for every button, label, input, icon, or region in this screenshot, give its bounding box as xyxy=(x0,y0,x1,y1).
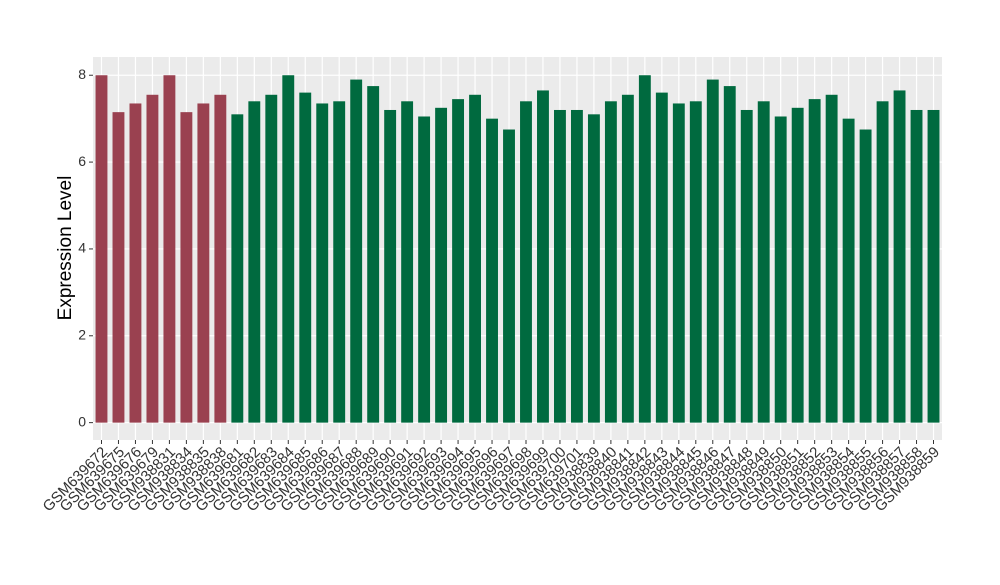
bar xyxy=(791,107,804,423)
bar xyxy=(282,75,295,423)
bar xyxy=(503,129,515,423)
bar xyxy=(655,92,668,423)
bar xyxy=(723,86,736,423)
bar xyxy=(587,114,600,423)
bar xyxy=(757,101,770,423)
y-tick-label: 2 xyxy=(78,326,86,342)
bar xyxy=(893,90,906,423)
bar xyxy=(333,101,346,423)
bar xyxy=(740,109,753,423)
bar xyxy=(180,112,193,423)
bar xyxy=(689,101,702,423)
y-tick-label: 0 xyxy=(78,413,86,429)
bar xyxy=(469,94,481,423)
bar xyxy=(316,103,329,423)
bar xyxy=(146,94,159,423)
bar xyxy=(537,90,549,423)
bar xyxy=(774,116,787,423)
bar xyxy=(214,94,227,423)
bar xyxy=(367,86,380,423)
bar xyxy=(638,75,651,423)
bar xyxy=(129,103,142,423)
bar xyxy=(452,99,465,423)
bar xyxy=(621,94,634,423)
bar xyxy=(231,114,244,423)
bar xyxy=(672,103,685,423)
y-tick-label: 6 xyxy=(78,153,86,169)
bar xyxy=(384,109,397,423)
bar xyxy=(486,118,498,423)
bar xyxy=(248,101,261,423)
bar xyxy=(95,75,108,423)
bar xyxy=(163,75,176,423)
bar xyxy=(808,99,821,423)
bar xyxy=(604,101,617,423)
bar xyxy=(197,103,210,423)
bar xyxy=(520,101,532,423)
bar xyxy=(570,109,583,423)
bar xyxy=(418,116,431,423)
bar xyxy=(265,94,278,423)
bar xyxy=(554,109,566,423)
bar xyxy=(927,109,940,423)
bar xyxy=(859,129,872,423)
bar xyxy=(910,109,923,423)
bar xyxy=(435,107,448,423)
bar xyxy=(299,92,312,423)
bar xyxy=(876,101,889,423)
bar xyxy=(401,101,414,423)
bar xyxy=(825,94,838,423)
y-tick-label: 4 xyxy=(78,240,86,256)
y-axis-label: Expression Level xyxy=(55,176,76,321)
y-tick-label: 8 xyxy=(78,66,86,82)
bar xyxy=(842,118,855,423)
bar xyxy=(350,79,363,423)
bar xyxy=(706,79,719,423)
bar xyxy=(112,112,125,423)
